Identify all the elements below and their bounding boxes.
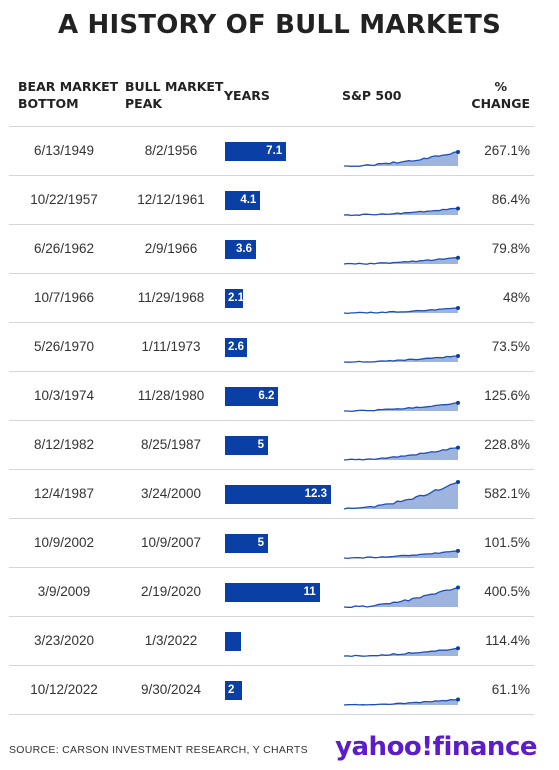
years-bar-label: 4.1 bbox=[240, 191, 256, 210]
years-bar-label: 6.2 bbox=[258, 387, 274, 406]
years-bar: 11 bbox=[225, 583, 320, 602]
header-peak-line2: PEAK bbox=[125, 95, 223, 112]
cell-bear-market-bottom: 3/9/2009 bbox=[9, 568, 119, 616]
table-row: 6/13/1949 8/2/1956 7.1 267.1% bbox=[9, 126, 534, 175]
cell-percent-change: 86.4% bbox=[440, 176, 530, 224]
years-bar-label: 7.1 bbox=[266, 142, 282, 161]
table-row: 10/7/1966 11/29/1968 2.1 48% bbox=[9, 273, 534, 322]
cell-bear-market-bottom: 10/9/2002 bbox=[9, 519, 119, 567]
header-bear-market-bottom: BEAR MARKET BOTTOM bbox=[18, 78, 118, 112]
cell-percent-change: 79.8% bbox=[440, 225, 530, 273]
table-row: 6/26/1962 2/9/1966 3.6 79.8% bbox=[9, 224, 534, 273]
years-bar-label: 2 bbox=[228, 681, 234, 700]
cell-percent-change: 48% bbox=[440, 274, 530, 322]
cell-bull-market-peak: 11/29/1968 bbox=[119, 274, 223, 322]
cell-bull-market-peak: 2/9/1966 bbox=[119, 225, 223, 273]
header-sp500: S&P 500 bbox=[342, 87, 402, 104]
cell-bear-market-bottom: 6/13/1949 bbox=[9, 127, 119, 175]
years-bar: 5 bbox=[225, 436, 268, 455]
table-row: 3/23/2020 1/3/2022 114.4% bbox=[9, 616, 534, 665]
cell-bull-market-peak: 8/25/1987 bbox=[119, 421, 223, 469]
table-row: 12/4/1987 3/24/2000 12.3 582.1% bbox=[9, 469, 534, 518]
table-bottom-rule bbox=[9, 714, 534, 715]
yahoo-finance-logo: yahoo!finance bbox=[335, 732, 537, 762]
years-bar: 2 bbox=[225, 681, 242, 700]
cell-bull-market-peak: 1/3/2022 bbox=[119, 617, 223, 665]
years-bar-label: 5 bbox=[258, 534, 264, 553]
cell-bear-market-bottom: 10/12/2022 bbox=[9, 666, 119, 714]
cell-bull-market-peak: 2/19/2020 bbox=[119, 568, 223, 616]
cell-percent-change: 61.1% bbox=[440, 666, 530, 714]
years-bar: 5 bbox=[225, 534, 268, 553]
years-bar: 7.1 bbox=[225, 142, 286, 161]
logo-bang: ! bbox=[421, 732, 432, 762]
logo-finance: finance bbox=[433, 732, 537, 762]
header-bottom-line1: BEAR MARKET bbox=[18, 78, 118, 95]
cell-percent-change: 73.5% bbox=[440, 323, 530, 371]
table-row: 10/12/2022 9/30/2024 2 61.1% bbox=[9, 665, 534, 714]
years-bar: 12.3 bbox=[225, 485, 331, 504]
cell-bull-market-peak: 12/12/1961 bbox=[119, 176, 223, 224]
header-change-line1: % bbox=[471, 78, 530, 95]
cell-bull-market-peak: 10/9/2007 bbox=[119, 519, 223, 567]
table-row: 3/9/2009 2/19/2020 11 400.5% bbox=[9, 567, 534, 616]
chart-title: A HISTORY OF BULL MARKETS bbox=[0, 10, 559, 40]
years-bar-label: 5 bbox=[258, 436, 264, 455]
years-bar: 4.1 bbox=[225, 191, 260, 210]
cell-bull-market-peak: 11/28/1980 bbox=[119, 372, 223, 420]
header-change-line2: CHANGE bbox=[471, 95, 530, 112]
years-bar: 3.6 bbox=[225, 240, 256, 259]
cell-bear-market-bottom: 12/4/1987 bbox=[9, 470, 119, 518]
header-peak-line1: BULL MARKET bbox=[125, 78, 223, 95]
cell-bear-market-bottom: 6/26/1962 bbox=[9, 225, 119, 273]
cell-percent-change: 114.4% bbox=[440, 617, 530, 665]
table-row: 5/26/1970 1/11/1973 2.6 73.5% bbox=[9, 322, 534, 371]
years-bar-label: 2.1 bbox=[228, 289, 244, 308]
cell-bull-market-peak: 9/30/2024 bbox=[119, 666, 223, 714]
cell-bull-market-peak: 8/2/1956 bbox=[119, 127, 223, 175]
table-row: 10/9/2002 10/9/2007 5 101.5% bbox=[9, 518, 534, 567]
table-row: 10/3/1974 11/28/1980 6.2 125.6% bbox=[9, 371, 534, 420]
years-bar: 6.2 bbox=[225, 387, 278, 406]
header-years: YEARS bbox=[224, 87, 270, 104]
table-row: 8/12/1982 8/25/1987 5 228.8% bbox=[9, 420, 534, 469]
cell-bear-market-bottom: 10/7/1966 bbox=[9, 274, 119, 322]
cell-percent-change: 228.8% bbox=[440, 421, 530, 469]
cell-bear-market-bottom: 5/26/1970 bbox=[9, 323, 119, 371]
years-bar: 2.6 bbox=[225, 338, 247, 357]
cell-bull-market-peak: 3/24/2000 bbox=[119, 470, 223, 518]
years-bar bbox=[225, 632, 241, 651]
header-percent-change: % CHANGE bbox=[471, 78, 530, 112]
cell-bull-market-peak: 1/11/1973 bbox=[119, 323, 223, 371]
cell-percent-change: 400.5% bbox=[440, 568, 530, 616]
cell-bear-market-bottom: 10/22/1957 bbox=[9, 176, 119, 224]
cell-percent-change: 125.6% bbox=[440, 372, 530, 420]
years-bar-label: 12.3 bbox=[305, 485, 327, 504]
header-bottom-line2: BOTTOM bbox=[18, 95, 118, 112]
cell-bear-market-bottom: 10/3/1974 bbox=[9, 372, 119, 420]
cell-bear-market-bottom: 8/12/1982 bbox=[9, 421, 119, 469]
years-bar-label: 2.6 bbox=[228, 338, 244, 357]
years-bar-label: 11 bbox=[304, 583, 316, 602]
cell-percent-change: 101.5% bbox=[440, 519, 530, 567]
cell-bear-market-bottom: 3/23/2020 bbox=[9, 617, 119, 665]
header-bull-market-peak: BULL MARKET PEAK bbox=[125, 78, 223, 112]
years-bar-label: 3.6 bbox=[236, 240, 252, 259]
logo-yahoo: yahoo bbox=[335, 732, 421, 762]
source-note: SOURCE: CARSON INVESTMENT RESEARCH, Y CH… bbox=[9, 744, 308, 756]
cell-percent-change: 267.1% bbox=[440, 127, 530, 175]
cell-percent-change: 582.1% bbox=[440, 470, 530, 518]
table-row: 10/22/1957 12/12/1961 4.1 86.4% bbox=[9, 175, 534, 224]
years-bar: 2.1 bbox=[225, 289, 243, 308]
